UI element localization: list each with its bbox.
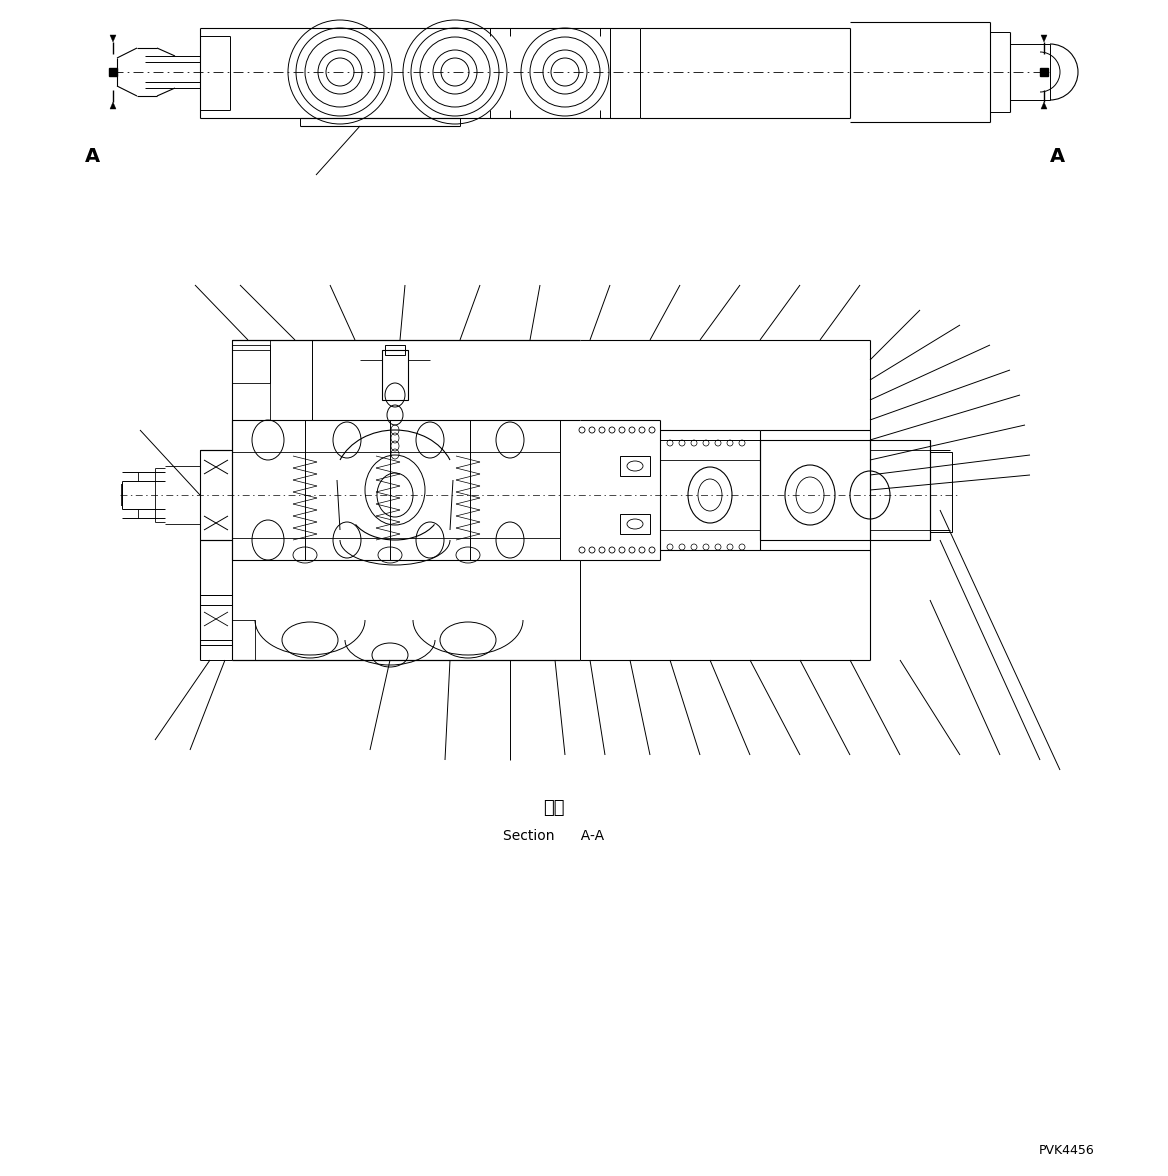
Text: Section      A-A: Section A-A	[503, 829, 605, 843]
Bar	[200, 450, 232, 540]
Polygon shape	[110, 35, 116, 42]
Bar	[870, 440, 930, 540]
Bar	[1040, 68, 1048, 76]
Bar	[620, 514, 651, 534]
Polygon shape	[1041, 35, 1047, 42]
Bar	[232, 340, 312, 420]
Bar	[620, 456, 651, 476]
Text: PVK4456: PVK4456	[1040, 1143, 1096, 1156]
Bar	[382, 350, 408, 400]
Bar	[930, 452, 952, 532]
Text: A: A	[1049, 147, 1064, 167]
Bar	[200, 604, 232, 644]
Bar	[109, 68, 117, 76]
Polygon shape	[1041, 102, 1047, 109]
Bar	[232, 345, 270, 383]
Bar	[200, 595, 232, 640]
Polygon shape	[110, 102, 116, 109]
Bar	[760, 440, 870, 540]
Text: A: A	[84, 147, 99, 167]
Bar	[660, 440, 760, 550]
Text: 断面: 断面	[543, 799, 565, 817]
Bar	[385, 345, 405, 355]
